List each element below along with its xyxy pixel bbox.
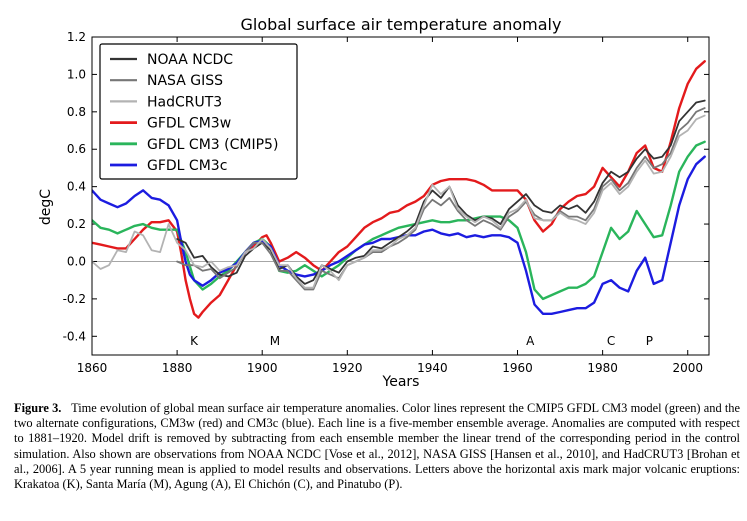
chart-title: Global surface air temperature anomaly <box>241 15 562 34</box>
x-tick-label-1940: 1940 <box>417 361 448 375</box>
legend-label-gfdl-cm3w: GFDL CM3w <box>147 116 231 132</box>
x-axis-label: Years <box>382 374 420 390</box>
volcano-marker-c: C <box>607 334 615 348</box>
volcano-marker-k: K <box>190 334 199 348</box>
legend-label-hadcrut3: HadCRUT3 <box>147 94 222 110</box>
x-tick-label-1960: 1960 <box>502 361 533 375</box>
plot-frame <box>91 36 710 356</box>
figure-caption: Figure 3. Time evolution of global mean … <box>14 401 740 492</box>
legend-box <box>99 43 298 180</box>
y-tick-label-5: 0.6 <box>67 142 86 156</box>
temperature-anomaly-chart: Global surface air temperature anomaly 1… <box>38 15 710 390</box>
series-line-gfdl-cm3w <box>92 60 706 319</box>
y-tick-label-0: -0.4 <box>63 329 86 343</box>
figure-label: Figure 3. <box>14 401 62 415</box>
series-line-nasa-giss <box>176 107 706 291</box>
legend-label-gfdl-cm3-cmip5: GFDL CM3 (CMIP5) <box>147 137 278 153</box>
plot-area: 1860 1880 1900 1920 1940 1960 1980 2000 -0.4 -0.2… <box>63 30 710 375</box>
legend-label-nasa-giss: NASA GISS <box>147 73 223 89</box>
legend-label-noaa-ncdc: NOAA NCDC <box>147 52 233 68</box>
x-tick-label-1860: 1860 <box>77 361 108 375</box>
figure-caption-text: Time evolution of global mean surface ai… <box>14 401 741 492</box>
y-tick-label-7: 1.0 <box>67 67 86 81</box>
legend-label-gfdl-cm3c: GFDL CM3c <box>147 158 227 174</box>
y-tick-label-3: 0.2 <box>67 217 86 231</box>
volcano-marker-p: P <box>646 334 653 348</box>
y-tick-label-1: -0.2 <box>63 292 86 306</box>
volcano-marker-m: M <box>270 334 280 348</box>
y-tick-label-6: 0.8 <box>67 105 86 119</box>
y-tick-label-2: 0.0 <box>67 254 86 268</box>
y-tick-label-8: 1.2 <box>67 30 86 44</box>
x-tick-label-2000: 2000 <box>672 361 703 375</box>
series-line-hadcrut3 <box>92 114 706 289</box>
x-tick-label-1980: 1980 <box>587 361 618 375</box>
y-axis-label: degC <box>38 189 54 225</box>
volcano-marker-a: A <box>526 334 535 348</box>
x-tick-label-1880: 1880 <box>162 361 193 375</box>
x-tick-label-1920: 1920 <box>332 361 363 375</box>
x-tick-label-1900: 1900 <box>247 361 278 375</box>
y-tick-label-4: 0.4 <box>67 180 86 194</box>
